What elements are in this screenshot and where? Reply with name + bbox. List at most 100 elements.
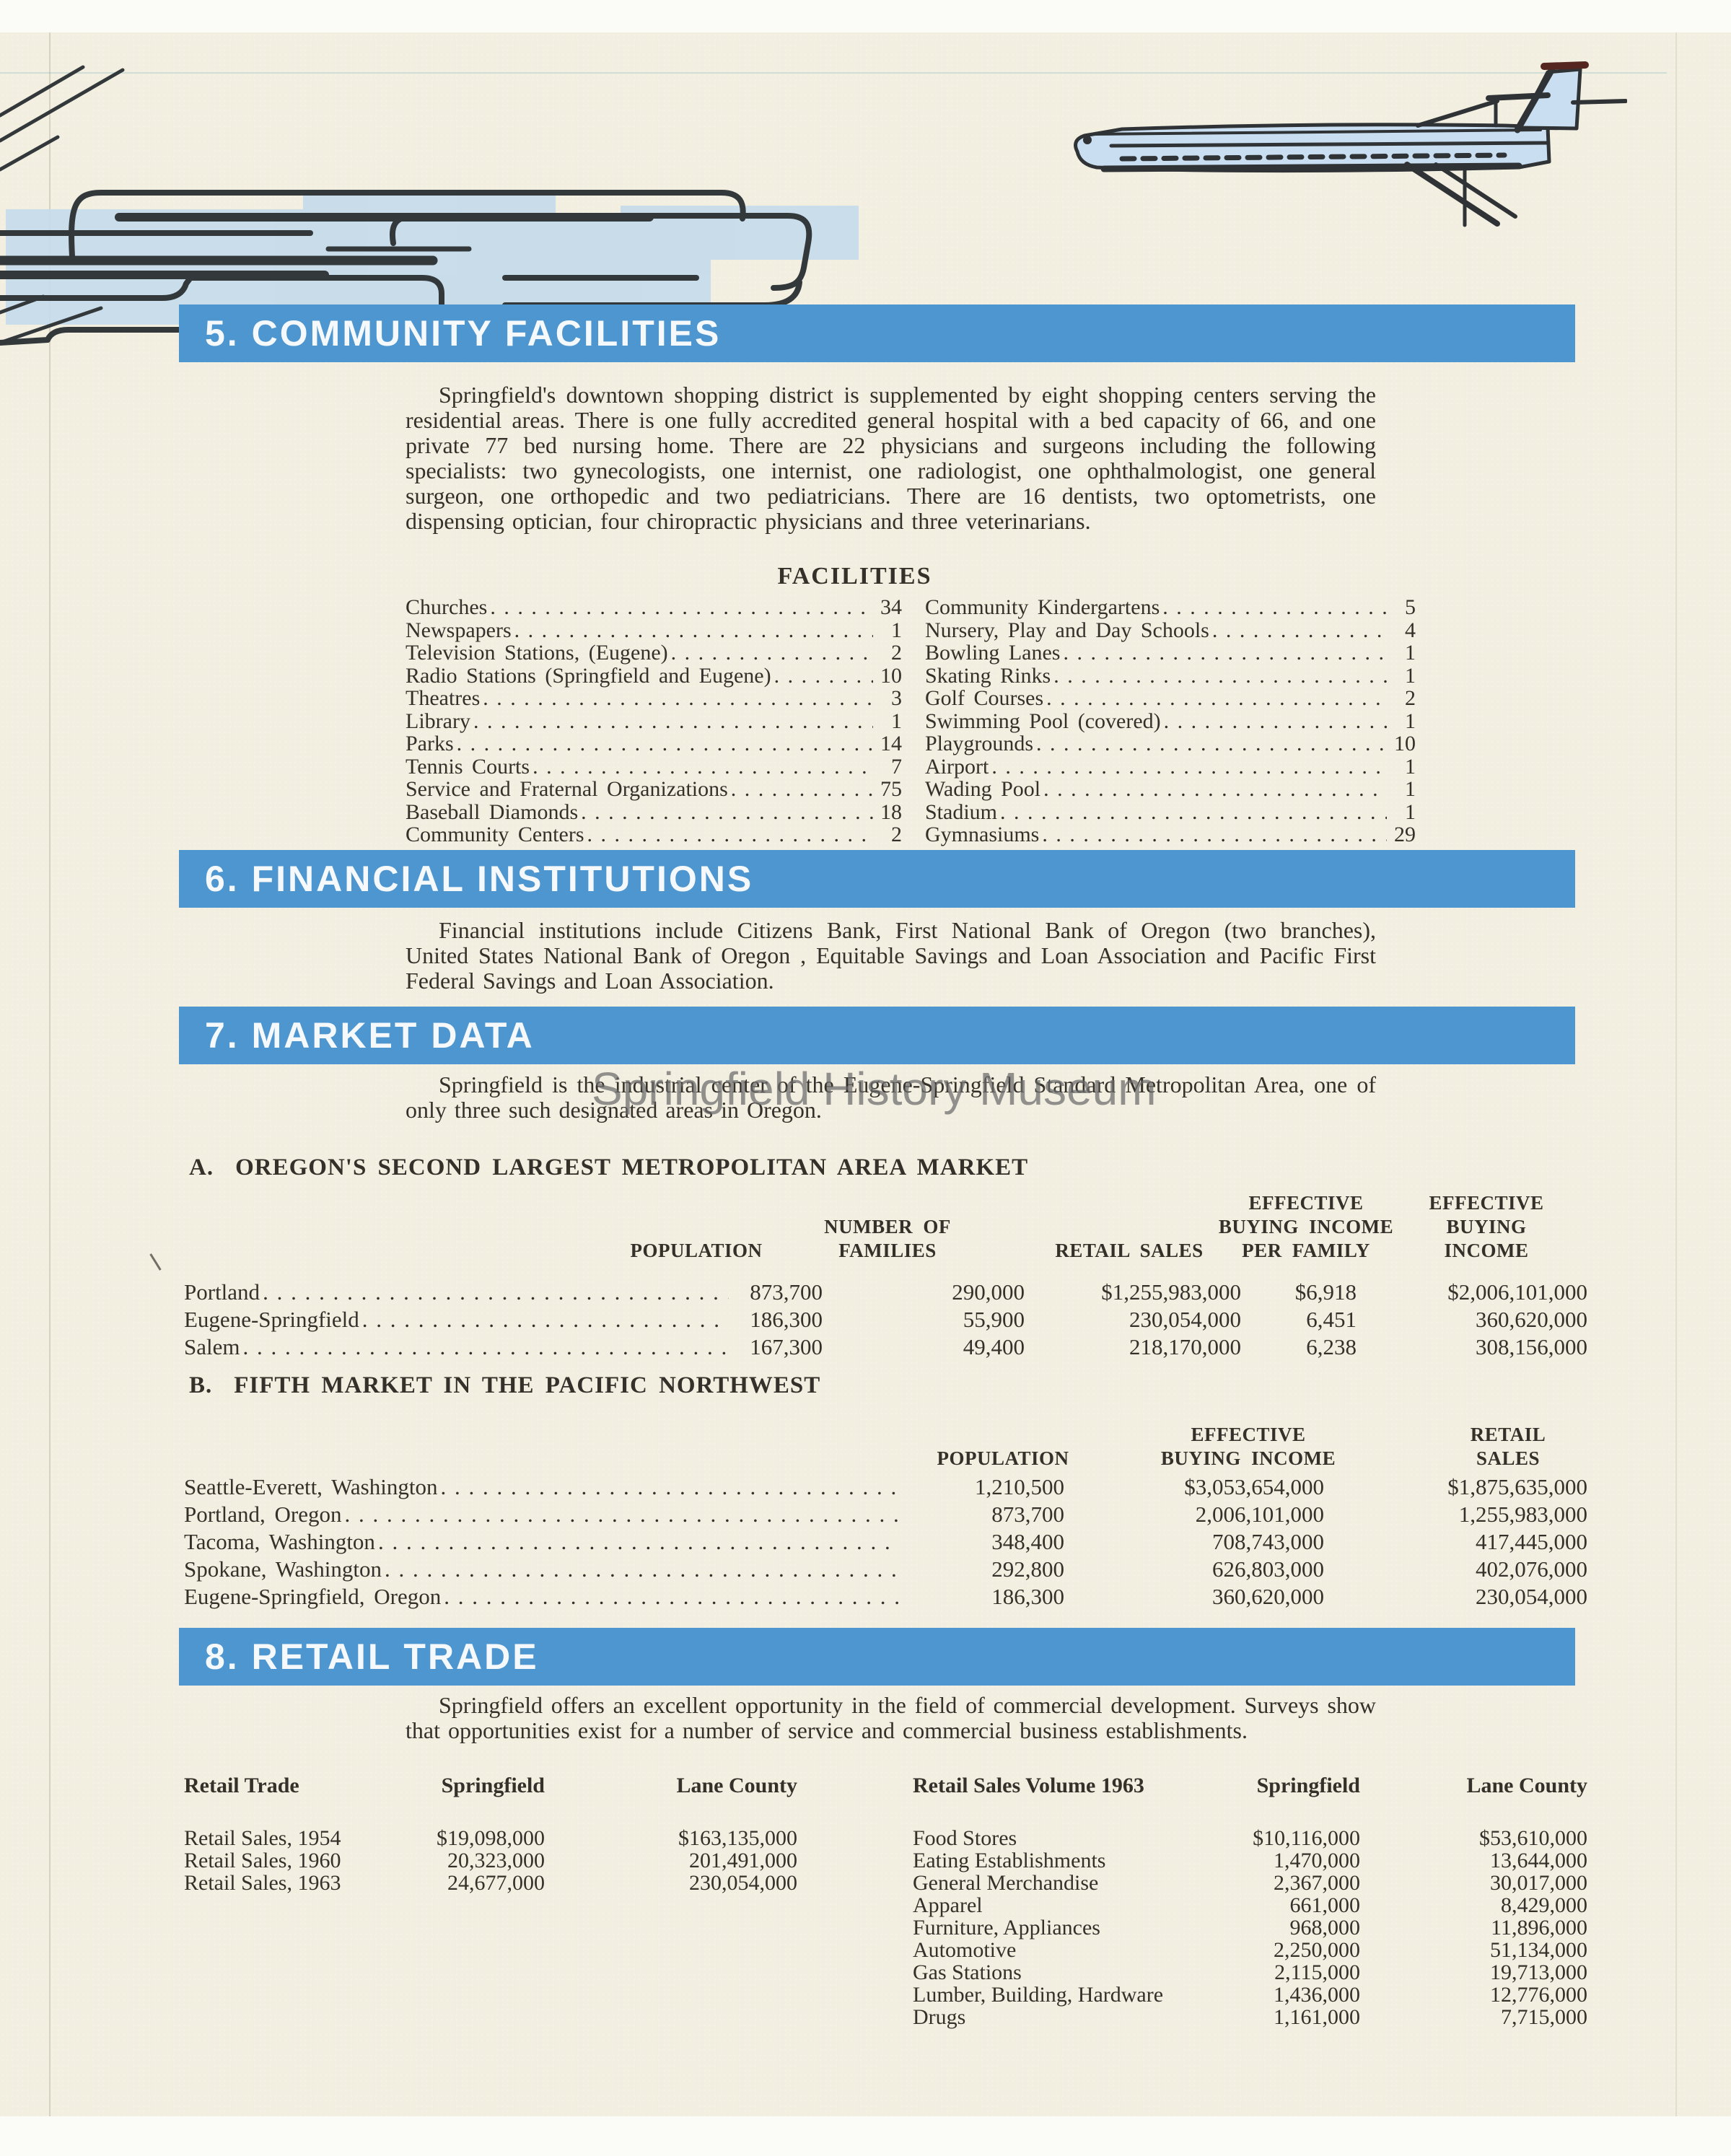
facility-count: 10 <box>1394 732 1416 755</box>
dot-leader <box>771 665 873 688</box>
lane-county-value: 12,776,000 <box>1490 1983 1587 2007</box>
section-7-header: 7. MARKET DATA <box>179 1007 1575 1064</box>
facility-item: Television Stations, (Eugene) 2 <box>406 641 902 665</box>
dot-leader <box>260 1279 729 1306</box>
retail-history-row: Retail Sales, 1960 20,323,000 201,491,00… <box>184 1849 797 1872</box>
lane-county-value: 13,644,000 <box>1490 1849 1587 1872</box>
springfield-value: 2,250,000 <box>1274 1938 1360 1962</box>
retail-category-label: Apparel <box>913 1893 983 1917</box>
section-8-header: 8. RETAIL TRADE <box>179 1628 1575 1686</box>
facility-item: Skating Rinks 1 <box>925 663 1416 688</box>
facility-label: Tennis Courts <box>406 754 530 779</box>
springfield-value: 20,323,000 <box>447 1849 545 1872</box>
facility-label: Community Kindergartens <box>925 595 1160 619</box>
dot-leader <box>578 801 873 824</box>
dot-leader <box>1039 823 1387 846</box>
springfield-value: 2,367,000 <box>1274 1871 1360 1895</box>
facility-label: Bowling Lanes <box>925 641 1061 665</box>
retail-volume-row: Lumber, Building, Hardware 1,436,000 12,… <box>913 1984 1587 2006</box>
col-number-of-families: NUMBER OF FAMILIES <box>824 1216 951 1261</box>
facility-item: Community Centers 2 <box>406 823 902 846</box>
facility-label: Stadium <box>925 799 998 824</box>
dot-leader <box>441 1583 898 1611</box>
ebi-per-family-value: 6,238 <box>1306 1334 1357 1359</box>
market-section-b-heading: B. FIFTH MARKET IN THE PACIFIC NORTHWEST <box>189 1372 820 1399</box>
dot-leader <box>1161 710 1387 733</box>
lane-county-value: 51,134,000 <box>1490 1938 1587 1962</box>
col-springfield: Springfield <box>441 1774 545 1797</box>
population-value: 1,210,500 <box>975 1474 1064 1499</box>
lane-county-value: $163,135,000 <box>678 1826 797 1850</box>
ebi-value: 708,743,000 <box>1212 1529 1324 1554</box>
retail-volume-row: Automotive 2,250,000 51,134,000 <box>913 1939 1587 1961</box>
facility-count: 1 <box>1405 799 1416 824</box>
springfield-value: 1,161,000 <box>1274 2005 1360 2029</box>
facility-count: 10 <box>880 663 902 688</box>
facility-item: Playgrounds 10 <box>925 732 1416 755</box>
metro-label: Seattle-Everett, Washington <box>184 1474 438 1499</box>
dot-leader <box>1209 619 1387 642</box>
facility-item: Wading Pool 1 <box>925 778 1416 801</box>
facility-item: Theatres 3 <box>406 687 902 710</box>
dot-leader <box>1043 687 1387 710</box>
facility-label: Newspapers <box>406 618 512 642</box>
ebi-per-family-value: $6,918 <box>1294 1279 1357 1305</box>
dot-leader <box>487 596 873 619</box>
dot-leader <box>480 687 873 710</box>
ebi-value: 626,803,000 <box>1212 1556 1324 1582</box>
dot-leader <box>997 801 1387 824</box>
dot-leader <box>470 710 873 733</box>
facility-label: Television Stations, (Eugene) <box>406 641 668 665</box>
facility-label: Gymnasiums <box>925 823 1040 846</box>
market-a-label-cell: Portland <box>184 1279 729 1306</box>
retail-category-label: Food Stores <box>913 1826 1017 1850</box>
retail-sales-value: 218,170,000 <box>1129 1334 1241 1359</box>
col-population: POPULATION <box>937 1447 1069 1469</box>
col-population: POPULATION <box>630 1240 763 1261</box>
population-value: 292,800 <box>991 1556 1064 1582</box>
facility-item: Gymnasiums 29 <box>925 823 1416 846</box>
market-a-row: Salem 167,300 49,400 218,170,000 6,238 3… <box>184 1333 1587 1361</box>
ebi-value: $2,006,101,000 <box>1447 1279 1587 1305</box>
heading-b-marker: B. <box>189 1372 213 1398</box>
dot-leader <box>1040 778 1387 801</box>
retail-history-header: Retail Trade Springfield Lane County <box>184 1774 797 1798</box>
population-value: 348,400 <box>991 1529 1064 1554</box>
facility-count: 1 <box>1405 663 1416 688</box>
retail-year-label: Retail Sales, 1960 <box>184 1849 341 1872</box>
metro-label: Tacoma, Washington <box>184 1529 375 1554</box>
springfield-value: 2,115,000 <box>1274 1960 1360 1984</box>
heading-b-text: FIFTH MARKET IN THE PACIFIC NORTHWEST <box>234 1372 821 1398</box>
retail-volume-rows: Food Stores $10,116,000 $53,610,000 Eati… <box>913 1827 1587 2028</box>
families-value: 290,000 <box>952 1279 1025 1305</box>
dot-leader <box>989 755 1387 779</box>
heading-a-text: OREGON'S SECOND LARGEST METROPOLITAN ARE… <box>235 1154 1029 1180</box>
dot-leader <box>1160 596 1387 619</box>
facility-label: Wading Pool <box>925 777 1041 801</box>
retail-category-label: Furniture, Appliances <box>913 1916 1100 1940</box>
facility-count: 29 <box>1394 823 1416 846</box>
retail-volume-row: Gas Stations 2,115,000 19,713,000 <box>913 1961 1587 1984</box>
market-b-row: Portland, Oregon 873,700 2,006,101,000 1… <box>184 1501 1587 1528</box>
facility-label: Library <box>406 709 470 733</box>
facility-item: Tennis Courts 7 <box>406 755 902 779</box>
dot-leader <box>1033 732 1387 755</box>
col-effective-buying-income: EFFECTIVE BUYING INCOME <box>1160 1424 1336 1469</box>
col-effective-buying-income: EFFECTIVE BUYING INCOME <box>1429 1192 1544 1261</box>
market-a-label-cell: Salem <box>184 1333 729 1361</box>
dot-leader <box>1060 641 1387 665</box>
retail-volume-row: Drugs 1,161,000 7,715,000 <box>913 2006 1587 2028</box>
facility-label: Baseball Diamonds <box>406 799 579 824</box>
facility-item: Service and Fraternal Organizations 75 <box>406 778 902 801</box>
facilities-list-left: Churches 34 Newspapers 1 Television Stat… <box>406 596 902 846</box>
col-springfield: Springfield <box>1256 1774 1360 1797</box>
springfield-value: 1,436,000 <box>1274 1983 1360 2007</box>
population-value: 186,300 <box>750 1307 823 1332</box>
col-retail-sales-volume: Retail Sales Volume 1963 <box>913 1774 1144 1797</box>
market-b-label-cell: Seattle-Everett, Washington <box>184 1473 898 1501</box>
facility-item: Bowling Lanes 1 <box>925 641 1416 665</box>
retail-sales-value: $1,875,635,000 <box>1447 1474 1587 1499</box>
col-retail-trade: Retail Trade <box>184 1774 299 1797</box>
facility-count: 4 <box>1405 618 1416 642</box>
facility-count: 2 <box>891 641 902 665</box>
